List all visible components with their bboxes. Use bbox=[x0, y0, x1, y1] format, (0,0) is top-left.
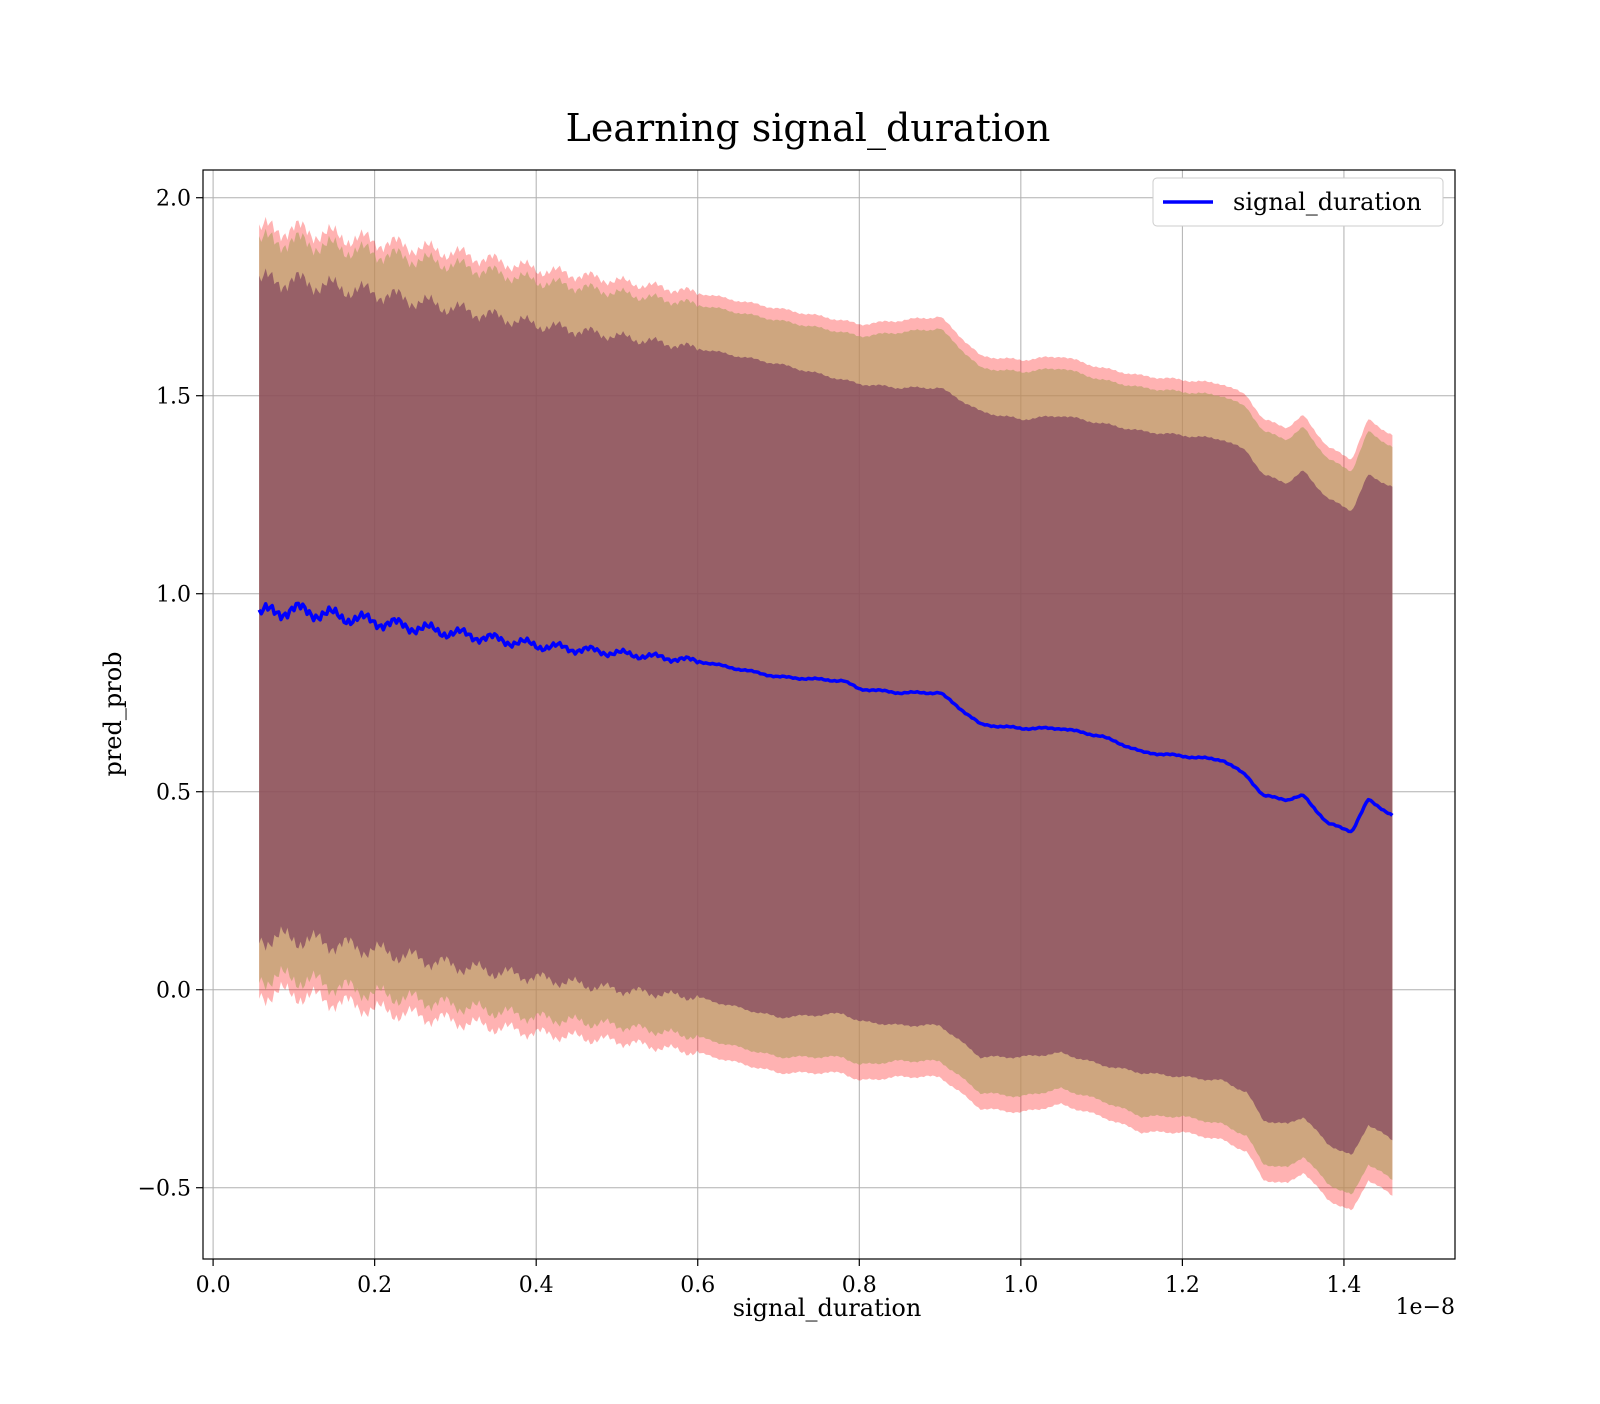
x-tick-label: 1.4 bbox=[1326, 1273, 1361, 1298]
y-tick-label: −0.5 bbox=[138, 1177, 191, 1202]
x-axis-ticks: 0.0 0.2 0.4 0.6 0.8 1.0 1.2 1.4 bbox=[196, 1259, 1361, 1298]
y-tick-label: 2.0 bbox=[156, 187, 191, 212]
x-tick-label: 0.4 bbox=[519, 1273, 554, 1298]
x-tick-label: 1.0 bbox=[1003, 1273, 1038, 1298]
y-tick-label: 1.0 bbox=[156, 583, 191, 608]
series-line-0 bbox=[257, 601, 1394, 834]
y-axis-label: pred_prob bbox=[99, 651, 127, 776]
x-tick-label: 0.0 bbox=[196, 1273, 231, 1298]
legend-box bbox=[1152, 177, 1444, 227]
plot-frame bbox=[202, 169, 1456, 1260]
y-tick-label: 1.5 bbox=[156, 385, 191, 410]
x-tick-label: 0.8 bbox=[842, 1273, 877, 1298]
chart-title: Learning signal_duration bbox=[566, 106, 1051, 151]
y-tick-label: 0.0 bbox=[156, 979, 191, 1004]
y-axis-ticks: −0.5 0.0 0.5 1.0 1.5 2.0 bbox=[138, 187, 203, 1202]
y-tick-label: 0.5 bbox=[156, 781, 191, 806]
x-axis-label: signal_duration bbox=[733, 1294, 922, 1322]
confidence-bands bbox=[259, 216, 1393, 1211]
x-axis-offset-label: 1e−8 bbox=[1396, 1295, 1455, 1320]
legend-entry-label: signal_duration bbox=[1233, 188, 1422, 216]
confidence-band-2 bbox=[259, 268, 1393, 1155]
legend: signal_duration bbox=[1152, 177, 1444, 227]
series-lines bbox=[257, 601, 1394, 834]
x-tick-label: 1.2 bbox=[1165, 1273, 1200, 1298]
x-tick-label: 0.6 bbox=[680, 1273, 715, 1298]
x-tick-label: 0.2 bbox=[357, 1273, 392, 1298]
